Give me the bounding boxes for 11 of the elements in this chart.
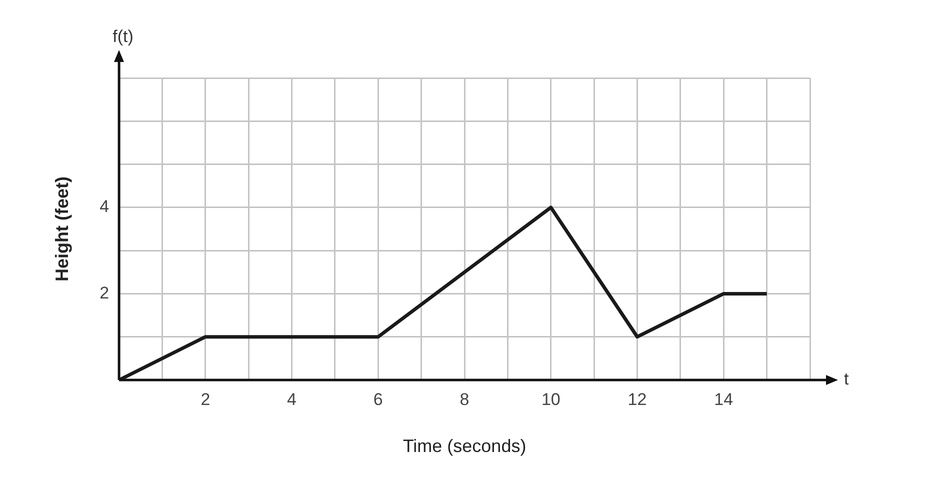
x-tick-label: 8 xyxy=(460,390,470,409)
text: f(t) xyxy=(112,27,134,46)
x-axis-title: Time (seconds) xyxy=(402,436,526,456)
x-tick-label: 6 xyxy=(373,390,383,409)
text: t xyxy=(844,370,849,389)
y-axis-title: Height (feet) xyxy=(52,176,72,282)
x-tick-label: 2 xyxy=(200,390,210,409)
x-tick-label: 10 xyxy=(541,390,560,409)
x-tick-label: 4 xyxy=(287,390,297,409)
x-tick-label: 12 xyxy=(628,390,647,409)
x-tick-label: 14 xyxy=(714,390,734,409)
